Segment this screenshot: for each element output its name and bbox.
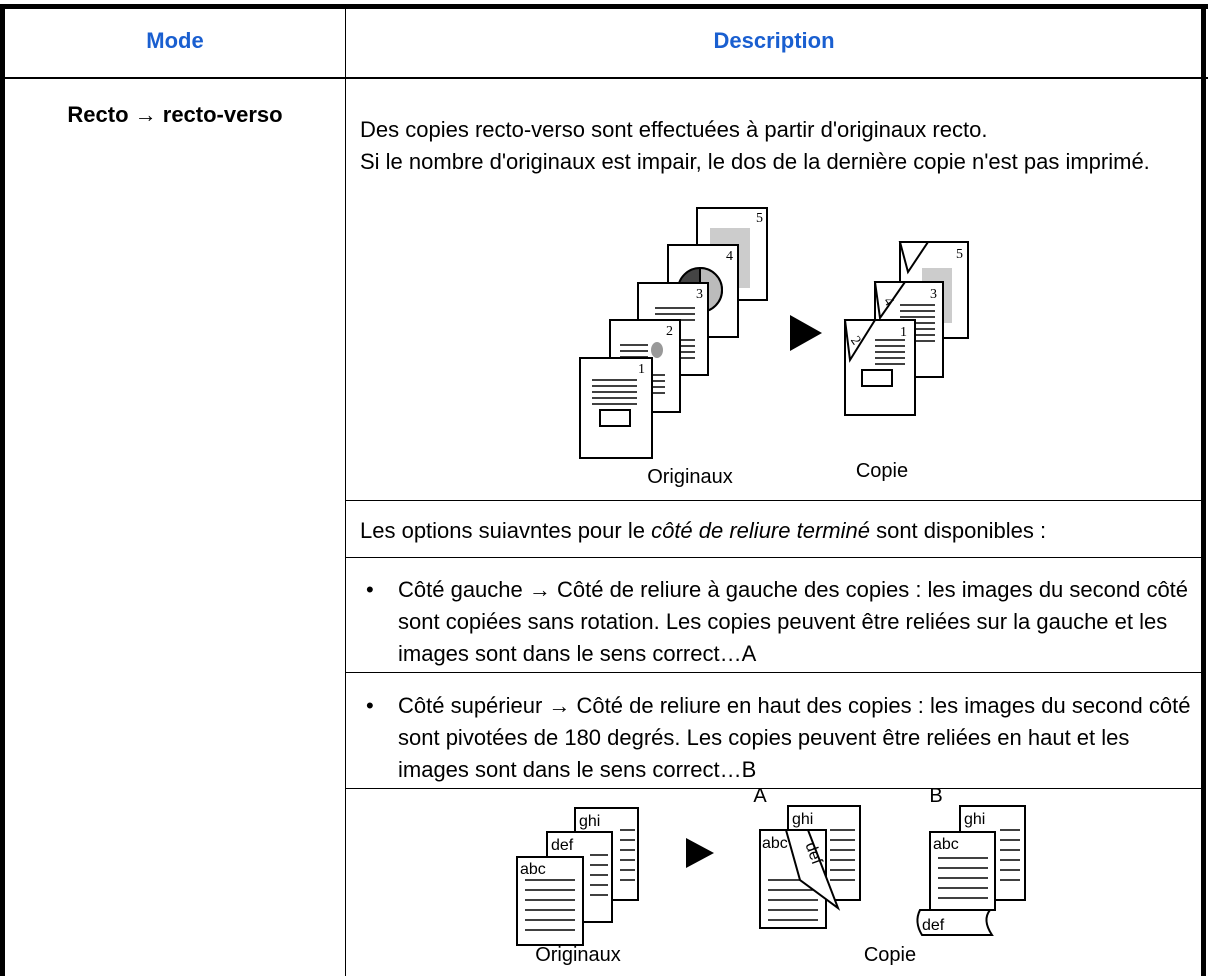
intro: Des copies recto-verso sont effectuées à… [360,114,1190,178]
page-number: 5 [956,247,963,262]
page-number: 2 [666,324,673,339]
text: Les options suiavntes pour le [360,518,652,543]
border [0,4,1208,9]
page-number: 1 [638,362,645,377]
mode: Recto → recto-verso [67,102,283,127]
bullet: Côté supérieur → Côté de reliure en haut… [398,693,1191,782]
variant: A [753,785,767,807]
line: Des copies recto-verso sont effectuées à… [360,117,988,142]
header-cell: Mode [146,28,204,53]
page-text: abc [520,861,546,878]
border [345,500,1205,501]
page-text: ghi [792,811,813,828]
caption: Originaux [647,466,733,488]
line: Si le nombre d'originaux est impair, le … [360,149,1150,174]
caption: Copie [864,944,916,966]
page-text: def [802,840,826,867]
border [345,788,1205,789]
page-number: 4 [726,249,733,264]
border [345,4,346,976]
page-number: 3 [696,287,703,302]
text: côté de reliure terminé [651,518,870,543]
bullet-dot: • [366,577,374,602]
border [0,77,1208,79]
border [0,4,5,976]
options-intro: Les options suiavntes pour le côté de re… [360,515,1200,547]
border [345,557,1205,558]
variant: B [929,785,942,807]
page-number: 5 [756,211,763,226]
bullet: Côté gauche → Côté de reliure à gauche d… [398,577,1189,666]
page-number: 3 [930,287,937,302]
page-number: 1 [900,325,907,340]
page-text: def [551,837,574,854]
text: sont disponibles : [869,518,1047,543]
border [345,672,1205,673]
page-text: ghi [579,813,600,830]
figure1: 5 4 3 2 1 5 3 4 1 2 Originaux Copie [579,207,969,488]
page-text: abc [933,836,959,853]
page-text: ghi [964,811,985,828]
header-cell: Description [713,28,835,53]
border [1201,4,1206,976]
caption: Originaux [535,944,621,966]
page-text: abc [762,835,788,852]
caption: Copie [856,460,908,482]
figure2: ghi def abc A ghi abc def B ghi abc def … [516,785,1026,966]
bullet-dot: • [366,693,374,718]
page-text: def [922,917,945,934]
